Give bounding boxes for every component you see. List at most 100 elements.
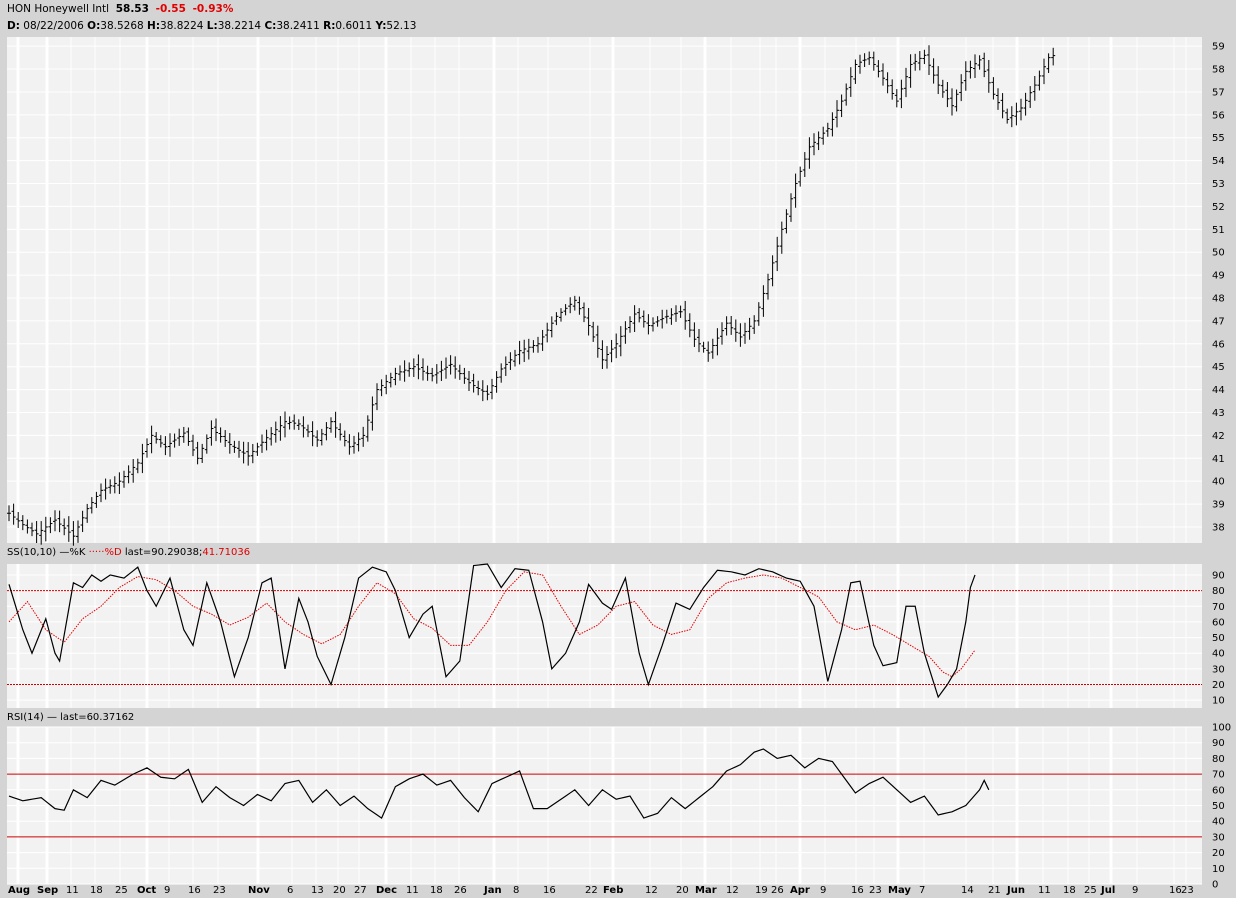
price-tick-label: 58 <box>1212 65 1225 76</box>
rsi-title: RSI(14) <box>7 712 44 723</box>
date-tick-label: 23 <box>869 885 882 896</box>
date-tick-label: 12 <box>645 885 658 896</box>
date-tick-label: 16 <box>543 885 556 896</box>
date-tick-label: 12 <box>726 885 739 896</box>
symbol: HON <box>7 3 32 15</box>
price-tick-label: 43 <box>1212 408 1225 419</box>
date-tick-label: 16 <box>1169 885 1182 896</box>
date-tick-label: 25 <box>115 885 128 896</box>
close-label: C: <box>264 20 277 32</box>
y-label: Y: <box>375 20 387 32</box>
price-tick-label: 50 <box>1212 248 1225 259</box>
date-tick-label: 23 <box>1181 885 1194 896</box>
price-tick-label: 47 <box>1212 316 1225 327</box>
d-legend-label: %D <box>104 547 122 558</box>
close-value: 38.2411 <box>276 20 320 32</box>
date-value: 08/22/2006 <box>23 20 84 32</box>
date-tick-label: 9 <box>164 885 170 896</box>
rsi-tick-label: 70 <box>1212 770 1225 781</box>
date-tick-label: 22 <box>585 885 598 896</box>
rsi-tick-label: 50 <box>1212 801 1225 812</box>
price-tick-label: 44 <box>1212 385 1225 396</box>
date-tick-label: 18 <box>90 885 103 896</box>
price-panel[interactable]: 38 39 40 41 42 43 44 45 46 47 48 49 50 51 52 53 54 55 56 57… <box>7 37 1225 546</box>
rsi-tick-label: 90 <box>1212 738 1225 749</box>
high-label: H: <box>147 20 161 32</box>
date-tick-label: 18 <box>430 885 443 896</box>
date-tick-label: Jun <box>1006 885 1025 896</box>
stochastic-tick-label: 70 <box>1212 602 1225 613</box>
last-price: 58.53 <box>115 3 149 15</box>
range-label: R: <box>323 20 336 32</box>
date-tick-label: Nov <box>248 885 270 896</box>
rsi-panel[interactable]: 0 10 20 30 40 50 60 70 80 90 100 <box>7 723 1231 891</box>
stochastic-tick-label: 90 <box>1212 570 1225 581</box>
rsi-tick-label: 0 <box>1212 880 1218 891</box>
open-value: 38.5268 <box>100 20 144 32</box>
price-change-pct: -0.93% <box>192 3 234 15</box>
date-tick-label: Sep <box>37 885 58 896</box>
price-tick-label: 56 <box>1212 110 1225 121</box>
rsi-tick-label: 10 <box>1212 864 1225 875</box>
date-tick-label: 21 <box>988 885 1001 896</box>
date-tick-label: 20 <box>333 885 346 896</box>
stochastic-tick-label: 20 <box>1212 680 1225 691</box>
date-tick-label: 11 <box>1038 885 1051 896</box>
price-tick-label: 48 <box>1212 294 1225 305</box>
percent-k-line <box>8 563 976 699</box>
price-tick-label: 59 <box>1212 42 1225 53</box>
rsi-line <box>8 748 990 819</box>
date-tick-label: 23 <box>213 885 226 896</box>
rsi-legend-swatch: — <box>46 712 57 723</box>
stochastic-tick-label: 50 <box>1212 633 1225 644</box>
date-tick-label: 25 <box>1084 885 1097 896</box>
company-name: Honeywell Intl <box>34 3 110 15</box>
price-tick-label: 53 <box>1212 179 1225 190</box>
date-tick-label: 8 <box>513 885 519 896</box>
stochastic-last-value: last=90.29038; <box>124 547 203 558</box>
price-tick-label: 41 <box>1212 454 1225 465</box>
rsi-tick-label: 20 <box>1212 848 1225 859</box>
date-tick-label: Jul <box>1100 885 1115 896</box>
price-tick-label: 52 <box>1212 202 1225 213</box>
price-background <box>7 37 1202 543</box>
stochastic-title: SS(10,10) <box>7 547 57 558</box>
date-tick-label: 13 <box>311 885 324 896</box>
price-tick-label: 49 <box>1212 271 1225 282</box>
date-tick-label: 16 <box>188 885 201 896</box>
date-tick-label: 6 <box>287 885 293 896</box>
date-tick-label: Feb <box>603 885 623 896</box>
price-tick-label: 40 <box>1212 477 1225 488</box>
stochastic-background <box>7 564 1202 708</box>
date-tick-label: 27 <box>354 885 367 896</box>
rsi-legend: RSI(14) — last=60.37162 <box>7 712 134 723</box>
stochastic-tick-label: 30 <box>1212 664 1225 675</box>
date-tick-label: 20 <box>676 885 689 896</box>
range-value: 0.6011 <box>335 20 373 32</box>
chart-title: HON Honeywell Intl 58.53 -0.55 -0.93% <box>7 3 233 15</box>
high-value: 38.8224 <box>160 20 204 32</box>
date-tick-label: 9 <box>820 885 826 896</box>
date-tick-label: Apr <box>790 885 810 896</box>
price-tick-label: 55 <box>1212 133 1225 144</box>
price-tick-label: 39 <box>1212 500 1225 511</box>
percent-d-line <box>8 571 976 678</box>
rsi-last-value: last=60.37162 <box>60 712 135 723</box>
open-label: O: <box>87 20 101 32</box>
date-tick-label: 26 <box>454 885 467 896</box>
date-axis: Aug Sep 11 18 25 Oct 9 16 23 Nov 6 13 20 27 Dec 11 18 26 J… <box>8 885 1194 896</box>
stochastic-tick-label: 60 <box>1212 617 1225 628</box>
d-legend-swatch: ····· <box>88 547 105 558</box>
price-tick-label: 54 <box>1212 156 1225 167</box>
low-value: 38.2214 <box>217 20 262 32</box>
date-tick-label: Jan <box>483 885 502 896</box>
date-tick-label: Mar <box>695 885 717 896</box>
date-tick-label: 9 <box>1132 885 1138 896</box>
date-tick-label: 16 <box>851 885 864 896</box>
stochastic-tick-label: 40 <box>1212 649 1225 660</box>
stochastic-tick-label: 80 <box>1212 586 1225 597</box>
stochastic-tick-label: 10 <box>1212 696 1225 707</box>
stochastic-panel[interactable]: 10 20 30 40 50 60 70 80 90 <box>7 563 1225 708</box>
date-tick-label: 14 <box>961 885 974 896</box>
